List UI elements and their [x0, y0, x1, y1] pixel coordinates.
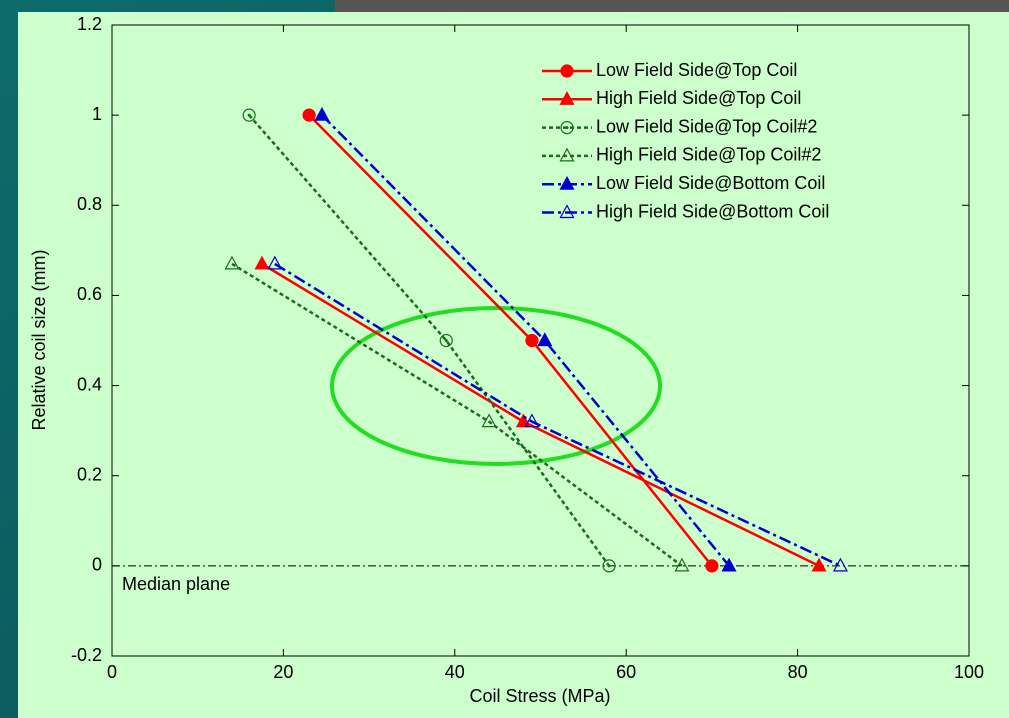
- y-tick-label: 0.2: [77, 464, 102, 484]
- marker-dot: [445, 339, 448, 342]
- y-tick-label: 0.6: [77, 284, 102, 304]
- x-tick-label: 40: [445, 662, 465, 682]
- marker-dot: [248, 114, 251, 117]
- y-tick-label: 1.2: [77, 14, 102, 34]
- marker: [303, 109, 315, 121]
- legend-label: High Field Side@Top Coil#2: [596, 145, 821, 165]
- y-tick-label: 0.4: [77, 374, 102, 394]
- photo-strip: [335, 0, 1009, 14]
- legend-label: Low Field Side@Top Coil#2: [596, 116, 817, 136]
- y-axis-label: Relative coil size (mm): [29, 249, 49, 430]
- y-tick-label: 1: [92, 104, 102, 124]
- legend-label: Low Field Side@Bottom Coil: [596, 173, 825, 193]
- marker-dot: [608, 564, 611, 567]
- x-axis-label: Coil Stress (MPa): [469, 686, 610, 706]
- x-tick-label: 100: [954, 662, 984, 682]
- x-tick-label: 0: [107, 662, 117, 682]
- marker: [561, 65, 573, 77]
- chart: Coil Stress (MPa) Relative coil size (mm…: [0, 0, 1009, 718]
- legend-label: High Field Side@Bottom Coil: [596, 201, 829, 221]
- x-tick-label: 60: [616, 662, 636, 682]
- page: Coil Stress (MPa) Relative coil size (mm…: [0, 0, 1009, 718]
- x-tick-label: 80: [788, 662, 808, 682]
- legend-label: Low Field Side@Top Coil: [596, 60, 797, 80]
- y-tick-label: 0.8: [77, 194, 102, 214]
- chart-panel: [18, 12, 1009, 718]
- x-tick-label: 20: [273, 662, 293, 682]
- y-tick-label: 0: [92, 555, 102, 575]
- marker-dot: [566, 126, 569, 129]
- marker: [526, 335, 538, 347]
- annotation: Median plane: [122, 574, 230, 594]
- marker: [706, 560, 718, 572]
- legend-label: High Field Side@Top Coil: [596, 88, 801, 108]
- y-tick-label: -0.2: [71, 645, 102, 665]
